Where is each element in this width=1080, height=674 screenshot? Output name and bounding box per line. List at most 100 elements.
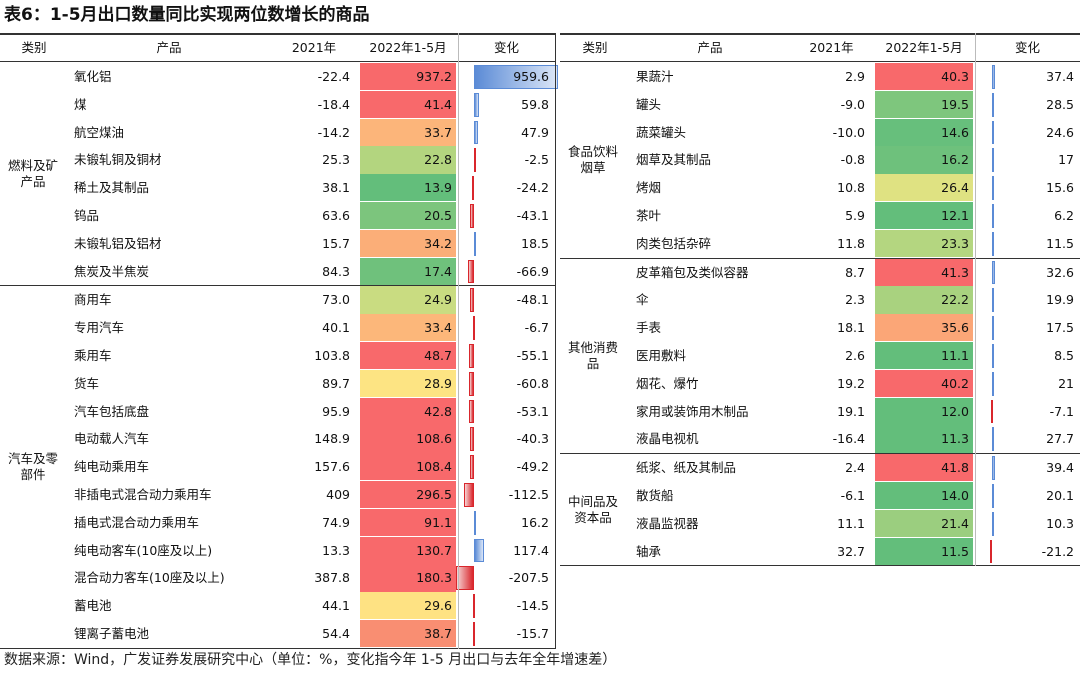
value-2022: 48.7 (424, 348, 452, 363)
heat-cell (360, 620, 456, 648)
heat-cell (360, 453, 456, 481)
table-top-rule (560, 33, 1080, 35)
value-2021: -18.4 (317, 96, 350, 112)
value-2022: 296.5 (416, 487, 452, 502)
column-rule (458, 33, 459, 649)
product-name: 未锻轧铜及铜材 (74, 152, 162, 168)
value-2022: 40.2 (941, 375, 969, 391)
value-2022: 22.8 (424, 152, 452, 168)
change-bar (992, 371, 994, 396)
change-value: 10.3 (1046, 515, 1074, 531)
change-bar (992, 427, 995, 452)
product-name: 罐头 (636, 96, 662, 112)
value-2022: 19.5 (941, 96, 969, 112)
value-2021: 54.4 (322, 626, 350, 641)
change-value: -40.3 (516, 431, 549, 447)
change-bar (471, 176, 474, 200)
value-2022: 35.6 (941, 320, 969, 336)
heat-cell (875, 537, 973, 565)
change-value: 59.8 (521, 96, 549, 112)
heat-cell (875, 118, 973, 146)
column-header: 变化 (1014, 40, 1040, 55)
heat-cell (360, 592, 456, 620)
group-rule (560, 453, 1080, 455)
change-value: -2.5 (524, 152, 549, 168)
change-bar (474, 65, 558, 89)
value-2021: 2.6 (845, 348, 865, 363)
value-2021: 84.3 (322, 263, 350, 279)
change-value: 15.6 (1046, 180, 1074, 196)
change-value: 11.5 (1046, 235, 1074, 251)
product-name: 果蔬汁 (636, 69, 674, 84)
change-value: 28.5 (1046, 96, 1074, 112)
group-rule (0, 285, 555, 287)
change-bar (469, 455, 474, 479)
change-bar (992, 65, 996, 89)
change-value: -43.1 (516, 208, 549, 223)
change-value: 6.2 (1054, 208, 1074, 223)
heat-cell (360, 90, 456, 119)
value-2022: 937.2 (416, 69, 452, 84)
product-name: 氧化铝 (74, 69, 112, 84)
change-bar (992, 456, 996, 480)
product-name: 稀土及其制品 (74, 180, 150, 196)
change-bar (473, 148, 476, 173)
product-name: 皮革箱包及类似容器 (636, 264, 749, 280)
change-value: 959.6 (513, 69, 549, 84)
heat-cell (360, 508, 456, 537)
product-name: 纯电动客车(10座及以上) (74, 542, 213, 558)
change-value: 24.6 (1046, 124, 1074, 140)
change-bar (992, 288, 994, 313)
change-bar (474, 510, 476, 535)
heat-cell (875, 286, 973, 314)
product-name: 插电式混合动力乘用车 (74, 514, 200, 530)
value-2022: 91.1 (424, 514, 452, 530)
value-2022: 12.1 (941, 208, 969, 223)
product-name: 钨品 (74, 208, 100, 223)
change-bar (469, 288, 474, 313)
change-value: -55.1 (516, 348, 549, 363)
value-2021: 8.7 (845, 264, 865, 280)
change-value: -6.7 (524, 320, 549, 336)
change-bar (470, 427, 474, 452)
value-2021: 10.8 (837, 180, 865, 196)
value-2021: 409 (326, 487, 350, 502)
source-note: 数据来源：Wind，广发证券发展研究中心（单位：%，变化指今年 1-5 月出口与… (4, 652, 617, 668)
change-value: -60.8 (516, 375, 549, 391)
heat-cell (360, 536, 456, 564)
value-2021: 18.1 (837, 320, 865, 336)
heat-cell (360, 146, 456, 174)
heat-cell (875, 258, 973, 286)
value-2021: 32.7 (837, 543, 865, 559)
change-bar (991, 399, 994, 424)
change-value: -21.2 (1041, 543, 1074, 559)
value-2021: 148.9 (314, 431, 350, 447)
value-2021: 38.1 (322, 180, 350, 196)
value-2022: 29.6 (424, 598, 452, 614)
value-2021: -22.4 (317, 69, 350, 84)
change-bar (470, 204, 474, 228)
change-value: 16.2 (521, 514, 549, 530)
product-name: 烟花、爆竹 (636, 375, 699, 391)
change-bar (992, 176, 994, 200)
heat-cell (360, 369, 456, 398)
change-bar (472, 594, 475, 618)
change-bar (474, 231, 476, 256)
product-name: 手表 (636, 320, 662, 336)
table-divider (555, 33, 556, 649)
change-bar (464, 483, 474, 507)
heat-cell (360, 342, 456, 370)
group-label: 燃料及矿产品 (7, 158, 58, 190)
value-2022: 34.2 (424, 235, 452, 251)
column-header: 类别 (582, 40, 608, 55)
product-name: 未锻轧铝及铝材 (74, 235, 162, 251)
change-value: -207.5 (508, 570, 549, 586)
value-2022: 16.2 (941, 152, 969, 168)
change-value: -24.2 (516, 180, 549, 196)
change-bar (992, 316, 994, 340)
product-name: 航空煤油 (74, 124, 125, 140)
product-name: 乘用车 (74, 348, 112, 363)
change-value: 117.4 (513, 542, 549, 558)
column-header: 产品 (697, 40, 723, 55)
